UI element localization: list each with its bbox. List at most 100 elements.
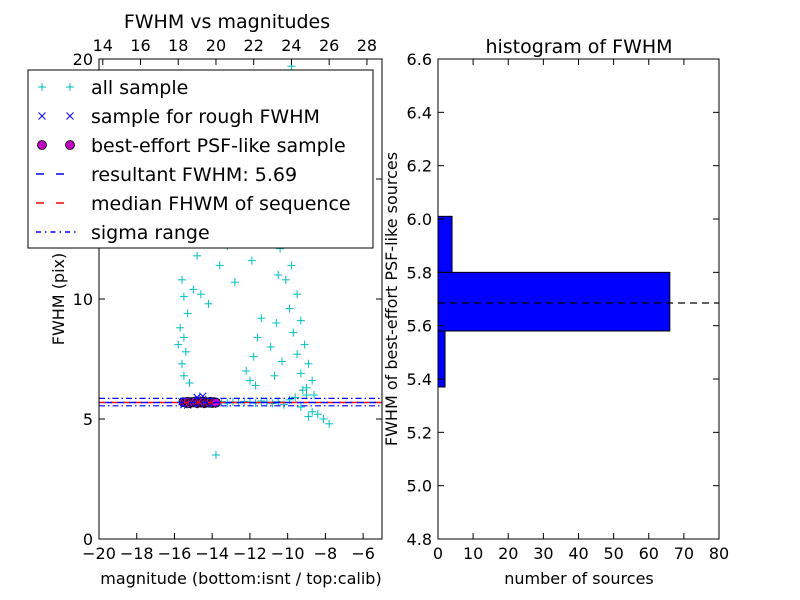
top-tick-label: 24 [281, 36, 301, 55]
top-tick-label: 14 [93, 36, 113, 55]
fwhm-histogram-chart: histogram of FWHM 0 10 20 30 40 50 60 70 80 4.8 5.… [382, 36, 729, 588]
data-point [268, 399, 277, 408]
x-tick-label: 50 [603, 544, 623, 563]
histogram-bar [437, 271, 671, 332]
x-tick-label: 30 [533, 544, 553, 563]
data-point [300, 340, 309, 349]
x-tick-label: −12 [233, 544, 267, 563]
y-tick-label: 5.0 [407, 477, 432, 496]
top-tick-label: 16 [130, 36, 150, 55]
legend-marker [38, 83, 46, 91]
data-point [204, 299, 213, 308]
data-point [179, 371, 188, 380]
y-tick-label: 4.8 [407, 530, 432, 549]
y-tick-label: 6.6 [407, 50, 432, 69]
y-tick-label: 6.0 [407, 210, 432, 229]
fwhm-vs-magnitude-chart: FWHM vs magnitudes −20 −18 −16 −14 −12 −10 −8−… [27, 11, 383, 588]
data-point [293, 290, 302, 299]
data-point [181, 347, 190, 356]
data-point [185, 379, 194, 387]
data-point [274, 271, 283, 279]
top-tick-label: 22 [244, 36, 264, 55]
data-point [310, 391, 319, 399]
data-point [285, 304, 294, 313]
data-point [296, 369, 305, 378]
data-point [304, 359, 313, 368]
data-point [302, 383, 311, 392]
data-point [242, 367, 251, 375]
legend-label: median FHWM of sequence [91, 193, 351, 215]
right-plot-data [437, 215, 719, 388]
x-tick-label: 80 [709, 544, 729, 563]
legend-marker [66, 112, 74, 120]
legend-entry: all sample [38, 77, 188, 99]
data-point [302, 391, 311, 399]
x-tick-label: −20 [82, 544, 116, 563]
legend-marker [65, 140, 75, 150]
data-point [313, 410, 322, 419]
legend-entry: resultant FWHM: 5.69 [36, 164, 297, 186]
data-point [325, 419, 334, 428]
top-tick-label: 26 [319, 36, 339, 55]
y-tick-label: 5 [83, 410, 93, 429]
data-point [287, 261, 296, 270]
top-tick-label: 28 [357, 36, 377, 55]
legend-label: all sample [91, 77, 188, 99]
x-tick-label: 20 [498, 544, 518, 563]
top-tick-label: 20 [206, 36, 226, 55]
data-point [193, 251, 202, 260]
y-tick-label: 5.8 [407, 263, 432, 282]
y-tick-label: 5.2 [407, 423, 432, 442]
x-tick-label: −14 [195, 544, 229, 563]
data-point [253, 333, 262, 342]
left-y-axis-label: FWHM (pix) [49, 253, 68, 346]
y-tick-label: 10 [73, 290, 93, 309]
right-x-axis-label: number of sources [504, 569, 654, 588]
histogram-bar [437, 215, 453, 273]
data-point [176, 323, 185, 332]
legend-entries: all sample sample for rough FWHM best-effo… [36, 77, 351, 244]
legend-entry: sigma range [36, 222, 210, 244]
legend-box [27, 69, 374, 249]
legend-label: resultant FWHM: 5.69 [91, 164, 297, 186]
left-plot-frame [98, 58, 383, 540]
legend-marker [38, 112, 46, 120]
data-point [272, 319, 281, 327]
data-point [278, 357, 287, 366]
x-tick-label: 60 [639, 544, 659, 563]
y-tick-label: 5.6 [407, 317, 432, 336]
legend: all sample sample for rough FWHM best-effo… [27, 69, 374, 249]
data-point [215, 261, 224, 270]
data-point [251, 381, 260, 390]
x-tick-label: 10 [463, 544, 483, 563]
legend-label: best-effort PSF-like sample [91, 135, 346, 157]
right-y-axis-label: FWHM of best-effort PSF-like sources [382, 152, 401, 446]
x-tick-label: 40 [568, 544, 588, 563]
data-point [319, 415, 328, 423]
y-tick-label: 6.2 [407, 157, 432, 176]
data-point [211, 451, 220, 459]
x-tick-label: −6 [351, 544, 375, 563]
data-point [308, 376, 317, 385]
y-tick-label: 0 [83, 530, 93, 549]
y-tick-label: 6.4 [407, 103, 432, 122]
y-tick-label: 20 [73, 50, 93, 69]
data-point [291, 393, 300, 402]
legend-entry: best-effort PSF-like sample [37, 135, 346, 157]
data-point [266, 343, 275, 351]
data-point [289, 328, 298, 337]
data-point [308, 407, 317, 416]
right-axis-ticks: 0 10 20 30 40 50 60 70 80 4.8 5.0 5.2 5.4 5.6 5.8 6.0 6.… [407, 50, 730, 563]
data-point [189, 285, 198, 294]
x-tick-label: 70 [674, 544, 694, 563]
data-point [281, 275, 290, 284]
data-point [270, 371, 279, 380]
data-point [178, 275, 187, 284]
x-tick-label: −18 [120, 544, 154, 563]
data-point [257, 314, 266, 323]
data-point [178, 359, 187, 368]
data-point [296, 403, 305, 411]
data-point [179, 292, 188, 301]
x-tick-label: −8 [314, 544, 338, 563]
y-tick-label: 5.4 [407, 370, 432, 389]
